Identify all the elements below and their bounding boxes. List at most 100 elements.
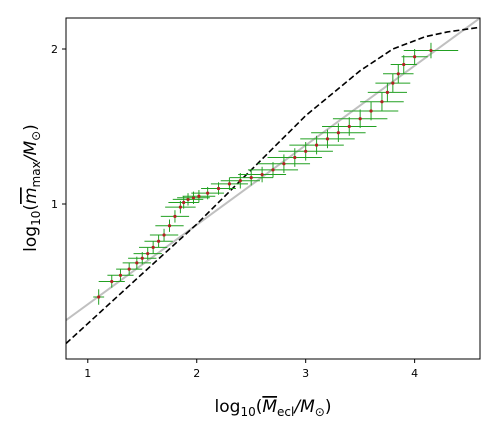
x-tick-label: 2: [193, 367, 200, 380]
data-marker: [314, 143, 319, 147]
data-marker: [178, 205, 182, 209]
data-point: [128, 252, 157, 265]
data-point: [210, 177, 248, 191]
data-point: [238, 166, 287, 183]
y-label-unit: M: [21, 141, 41, 156]
data-point: [160, 210, 190, 223]
data-marker: [118, 273, 123, 277]
data-marker: [162, 233, 166, 237]
data-point: [149, 228, 179, 242]
x-label-unit-subscript: ⊙: [315, 405, 325, 419]
data-marker: [97, 295, 101, 299]
data-point: [155, 219, 184, 232]
data-marker: [260, 172, 264, 177]
data-marker: [197, 194, 201, 198]
data-marker: [385, 90, 389, 94]
data-marker: [238, 179, 242, 183]
data-marker: [391, 81, 395, 85]
data-point: [332, 109, 388, 129]
data-point: [375, 73, 411, 93]
data-marker: [304, 149, 308, 153]
y-axis-label: log10(mmax/M⊙): [21, 124, 43, 252]
data-marker: [135, 261, 139, 265]
data-point: [343, 101, 399, 121]
axis-ticks: 1 2 3 4 1 2: [51, 43, 418, 380]
x-tick-label: 3: [302, 367, 309, 380]
data-point: [144, 235, 173, 248]
data-marker: [369, 109, 373, 113]
y-label-unit-subscript: ⊙: [29, 131, 43, 141]
data-point: [172, 193, 204, 206]
data-marker: [293, 155, 297, 160]
data-marker: [402, 62, 406, 67]
x-label-prefix: log: [215, 397, 241, 417]
data-marker: [186, 197, 190, 201]
data-point: [165, 200, 196, 214]
data-point: [360, 92, 404, 111]
data-point: [122, 256, 151, 270]
data-point: [383, 64, 414, 84]
x-label-open-paren: (: [256, 397, 263, 417]
y-label-prefix: log: [21, 226, 41, 252]
y-label-base-subscript: 10: [29, 211, 43, 226]
x-label-slash: /: [292, 397, 302, 417]
data-point: [403, 42, 459, 59]
data-marker: [282, 162, 286, 166]
data-marker: [167, 224, 172, 228]
y-label-close-paren: ): [21, 124, 41, 131]
data-marker: [206, 191, 210, 195]
data-marker: [151, 245, 155, 249]
data-marker: [271, 168, 275, 172]
data-marker: [140, 256, 144, 260]
data-point: [322, 117, 377, 136]
data-point: [220, 173, 260, 189]
data-point: [201, 182, 236, 195]
y-tick-label: 2: [51, 43, 58, 56]
y-label-variable: m: [21, 187, 41, 204]
data-marker: [191, 196, 196, 200]
data-point: [367, 83, 408, 102]
data-marker: [146, 252, 150, 256]
model-curve: [66, 26, 480, 345]
data-marker: [110, 279, 114, 284]
plot-frame: [65, 17, 481, 360]
data-marker: [127, 267, 131, 271]
data-marker: [173, 214, 177, 218]
data-point: [138, 241, 168, 254]
data-marker: [216, 186, 221, 191]
x-axis-label: log10(Mecl/M⊙): [215, 397, 332, 419]
x-tick-label: 1: [84, 367, 91, 380]
data-point: [116, 262, 143, 276]
x-label-variable-subscript: ecl: [277, 405, 294, 419]
x-label-unit: M: [300, 397, 315, 417]
data-marker: [413, 55, 417, 59]
x-tick-label: 4: [411, 367, 418, 380]
data-marker: [157, 239, 161, 243]
data-point: [177, 191, 210, 204]
plot-area: [66, 18, 480, 345]
data-point: [401, 49, 428, 65]
x-label-close-paren: ): [325, 397, 332, 417]
x-label-base-subscript: 10: [240, 405, 255, 419]
x-label-variable: M: [262, 397, 277, 417]
data-point: [182, 190, 216, 203]
y-tick-label: 1: [51, 198, 58, 211]
data-marker: [227, 182, 232, 186]
data-point: [93, 289, 105, 305]
data-point: [390, 55, 417, 74]
data-marker: [429, 48, 433, 53]
data-point: [229, 169, 273, 186]
data-marker: [396, 72, 400, 76]
y-label-variable-subscript: max: [29, 161, 43, 187]
data-marker: [249, 176, 253, 180]
y-label-slash: /: [21, 153, 41, 163]
data-marker: [325, 137, 330, 141]
data-marker: [347, 124, 351, 129]
data-marker: [358, 117, 362, 121]
data-marker: [336, 131, 340, 135]
y-label-open-paren: (: [21, 204, 41, 211]
data-point: [247, 162, 299, 178]
data-point: [133, 247, 162, 260]
